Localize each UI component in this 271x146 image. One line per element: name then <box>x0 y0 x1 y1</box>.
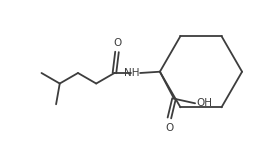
Text: NH: NH <box>124 68 139 78</box>
Text: O: O <box>113 38 121 48</box>
Text: O: O <box>165 122 173 133</box>
Text: OH: OH <box>196 98 212 108</box>
